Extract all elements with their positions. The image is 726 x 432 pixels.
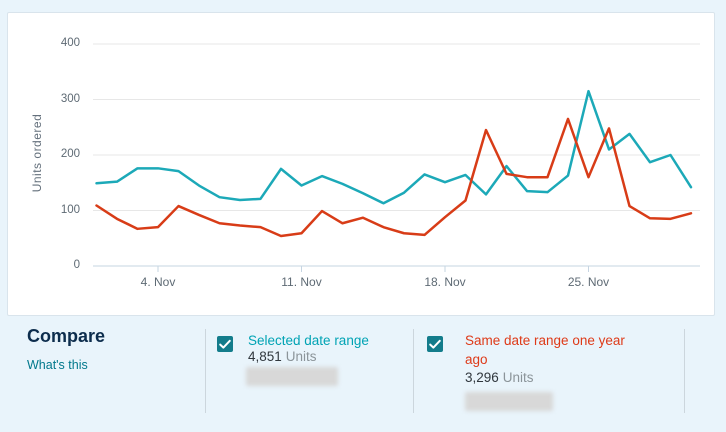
units-count: 4,851 <box>248 349 282 364</box>
whats-this-link[interactable]: What's this <box>27 358 88 372</box>
checkmark-icon <box>427 339 443 356</box>
redacted-value-2 <box>465 392 553 411</box>
legend-divider-3 <box>684 329 685 413</box>
y-axis-tick-label: 100 <box>60 203 80 216</box>
x-axis-tick-label: 11. Nov <box>281 275 322 289</box>
units-word: Units <box>502 370 534 385</box>
selected-date-range-label: Selected date range <box>248 333 369 348</box>
legend-divider-2 <box>413 329 414 413</box>
y-axis-tick-label: 300 <box>60 92 80 105</box>
same-date-range-label: Same date range one year ago <box>465 333 625 367</box>
y-axis-tick-label: 400 <box>60 37 80 49</box>
units-word: Units <box>285 349 317 364</box>
selected-date-range-checkbox[interactable] <box>217 336 233 352</box>
same-date-range-value: 3,296 Units <box>465 370 534 385</box>
selected-date-range-value: 4,851 Units <box>248 349 317 364</box>
units-count: 3,296 <box>465 370 499 385</box>
y-axis-tick-label: 200 <box>60 148 80 160</box>
checkmark-icon <box>217 339 233 356</box>
redacted-value-1 <box>246 367 338 386</box>
chart-card <box>7 12 715 316</box>
same-date-range-checkbox[interactable] <box>427 336 443 352</box>
compare-heading: Compare <box>27 326 106 346</box>
legend-divider-1 <box>205 329 206 413</box>
x-axis-tick-label: 25. Nov <box>567 275 610 289</box>
x-axis-tick-label: 18. Nov <box>424 275 466 289</box>
x-axis-tick-label: 4. Nov <box>140 275 176 289</box>
y-axis-tick-label: 0 <box>73 259 80 271</box>
